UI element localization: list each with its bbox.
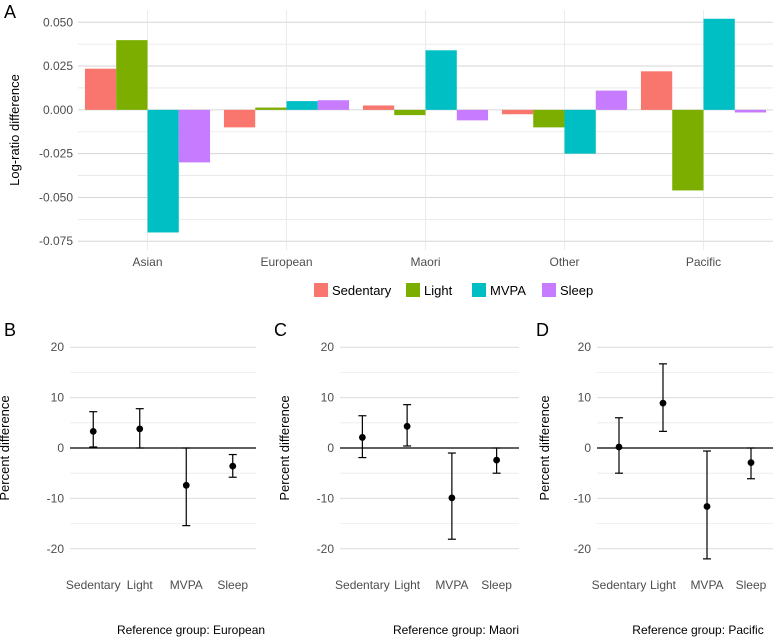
- y-axis-title: Percent difference: [0, 395, 12, 500]
- y-tick-label: 0: [327, 441, 334, 455]
- panel-label: C: [274, 320, 287, 340]
- bar: [703, 18, 735, 110]
- point-estimate: [659, 399, 667, 407]
- legend-label: Sedentary: [332, 283, 392, 298]
- y-tick-label: -0.025: [39, 147, 73, 161]
- x-tick-label: European: [260, 255, 312, 269]
- legend-label: Light: [424, 283, 453, 298]
- x-tick-label: Sedentary: [335, 578, 390, 592]
- y-axis-title: Log-ratio difference: [7, 74, 22, 186]
- y-tick-label: 0.000: [43, 103, 73, 117]
- panel-label: D: [536, 320, 549, 340]
- y-tick-label: 0: [584, 441, 591, 455]
- bar: [286, 101, 318, 110]
- point-estimate: [615, 443, 623, 451]
- legend-swatch: [406, 283, 420, 297]
- x-tick-label: MVPA: [690, 578, 723, 592]
- y-tick-label: 20: [51, 340, 65, 354]
- point-estimate: [358, 434, 366, 441]
- bar: [734, 109, 767, 113]
- bar: [84, 68, 117, 110]
- legend-label: Sleep: [560, 283, 593, 298]
- y-tick-label: 0.050: [43, 15, 73, 29]
- y-tick-label: -10: [47, 491, 65, 505]
- point-estimate: [182, 481, 190, 489]
- bar: [317, 100, 350, 110]
- y-axis-title: Percent difference: [277, 395, 292, 500]
- x-tick-label: Pacific: [686, 255, 721, 269]
- y-tick-label: -10: [574, 491, 592, 505]
- bar: [425, 50, 457, 110]
- legend-swatch: [314, 283, 328, 297]
- bar: [362, 105, 395, 110]
- y-tick-label: 0.025: [43, 59, 73, 73]
- panel-d: -20 -10 0 10 20 Sedentary Light MVPA Sleep Percen…: [536, 320, 773, 637]
- legend: Sedentary Light MVPA Sleep: [314, 283, 593, 298]
- legend-swatch: [542, 283, 556, 297]
- point-estimate: [89, 427, 97, 435]
- x-tick-label: Other: [549, 255, 579, 269]
- panel-b: -20 -10 0 10 20 Sedentary Light MVPA Sleep Percen…: [0, 320, 265, 637]
- reference-group-caption: Reference group: Pacific: [632, 623, 763, 637]
- y-tick-label: 20: [321, 340, 335, 354]
- y-tick-label: -0.075: [39, 234, 73, 248]
- point-estimate: [136, 425, 144, 433]
- point-estimate: [493, 456, 501, 464]
- x-tick-label: Maori: [410, 255, 440, 269]
- x-tick-label: MVPA: [435, 578, 468, 592]
- y-tick-label: 10: [578, 391, 592, 405]
- point-estimate: [229, 462, 237, 470]
- y-tick-label: 10: [321, 391, 335, 405]
- bar: [533, 109, 565, 128]
- bar: [501, 109, 534, 115]
- x-tick-label: Light: [650, 578, 677, 592]
- legend-label: MVPA: [490, 283, 526, 298]
- reference-group-caption: Reference group: Maori: [393, 623, 519, 637]
- bar: [147, 109, 179, 233]
- y-tick-label: -20: [574, 542, 592, 556]
- point-estimate: [703, 503, 711, 510]
- bar: [564, 109, 596, 154]
- bar: [456, 109, 489, 121]
- x-tick-label: Sleep: [481, 578, 512, 592]
- y-tick-label: 0: [57, 441, 64, 455]
- x-tick-label: MVPA: [170, 578, 203, 592]
- bar: [223, 109, 256, 128]
- x-tick-label: Sedentary: [592, 578, 647, 592]
- legend-swatch: [472, 283, 486, 297]
- x-tick-label: Light: [127, 578, 154, 592]
- y-tick-label: -10: [317, 491, 335, 505]
- panel-c: -20 -10 0 10 20 Sedentary Light MVPA Sleep Percen…: [274, 320, 519, 637]
- y-tick-label: -0.050: [39, 190, 73, 204]
- y-tick-label: -20: [317, 542, 335, 556]
- panel-label: B: [4, 320, 16, 340]
- bar: [672, 109, 704, 191]
- bar: [255, 107, 287, 110]
- panel-label: A: [4, 2, 16, 22]
- bar: [640, 71, 673, 110]
- y-tick-label: -20: [47, 542, 65, 556]
- point-estimate: [747, 459, 755, 467]
- x-tick-label: Sleep: [217, 578, 248, 592]
- bar: [394, 109, 426, 116]
- bar: [116, 40, 148, 110]
- x-tick-label: Sedentary: [66, 578, 121, 592]
- point-estimate: [403, 422, 411, 430]
- reference-group-caption: Reference group: European: [117, 623, 265, 637]
- x-tick-label: Asian: [132, 255, 162, 269]
- x-tick-label: Light: [394, 578, 421, 592]
- y-axis-title: Percent difference: [537, 395, 552, 500]
- bar: [178, 109, 211, 163]
- y-tick-label: 10: [51, 391, 65, 405]
- panel-a: -0.075 -0.050 -0.025 0.000 0.025 0.050 Asian Eu…: [4, 2, 773, 298]
- point-estimate: [448, 494, 456, 502]
- bar: [595, 90, 628, 110]
- x-tick-label: Sleep: [736, 578, 767, 592]
- y-tick-label: 20: [578, 340, 592, 354]
